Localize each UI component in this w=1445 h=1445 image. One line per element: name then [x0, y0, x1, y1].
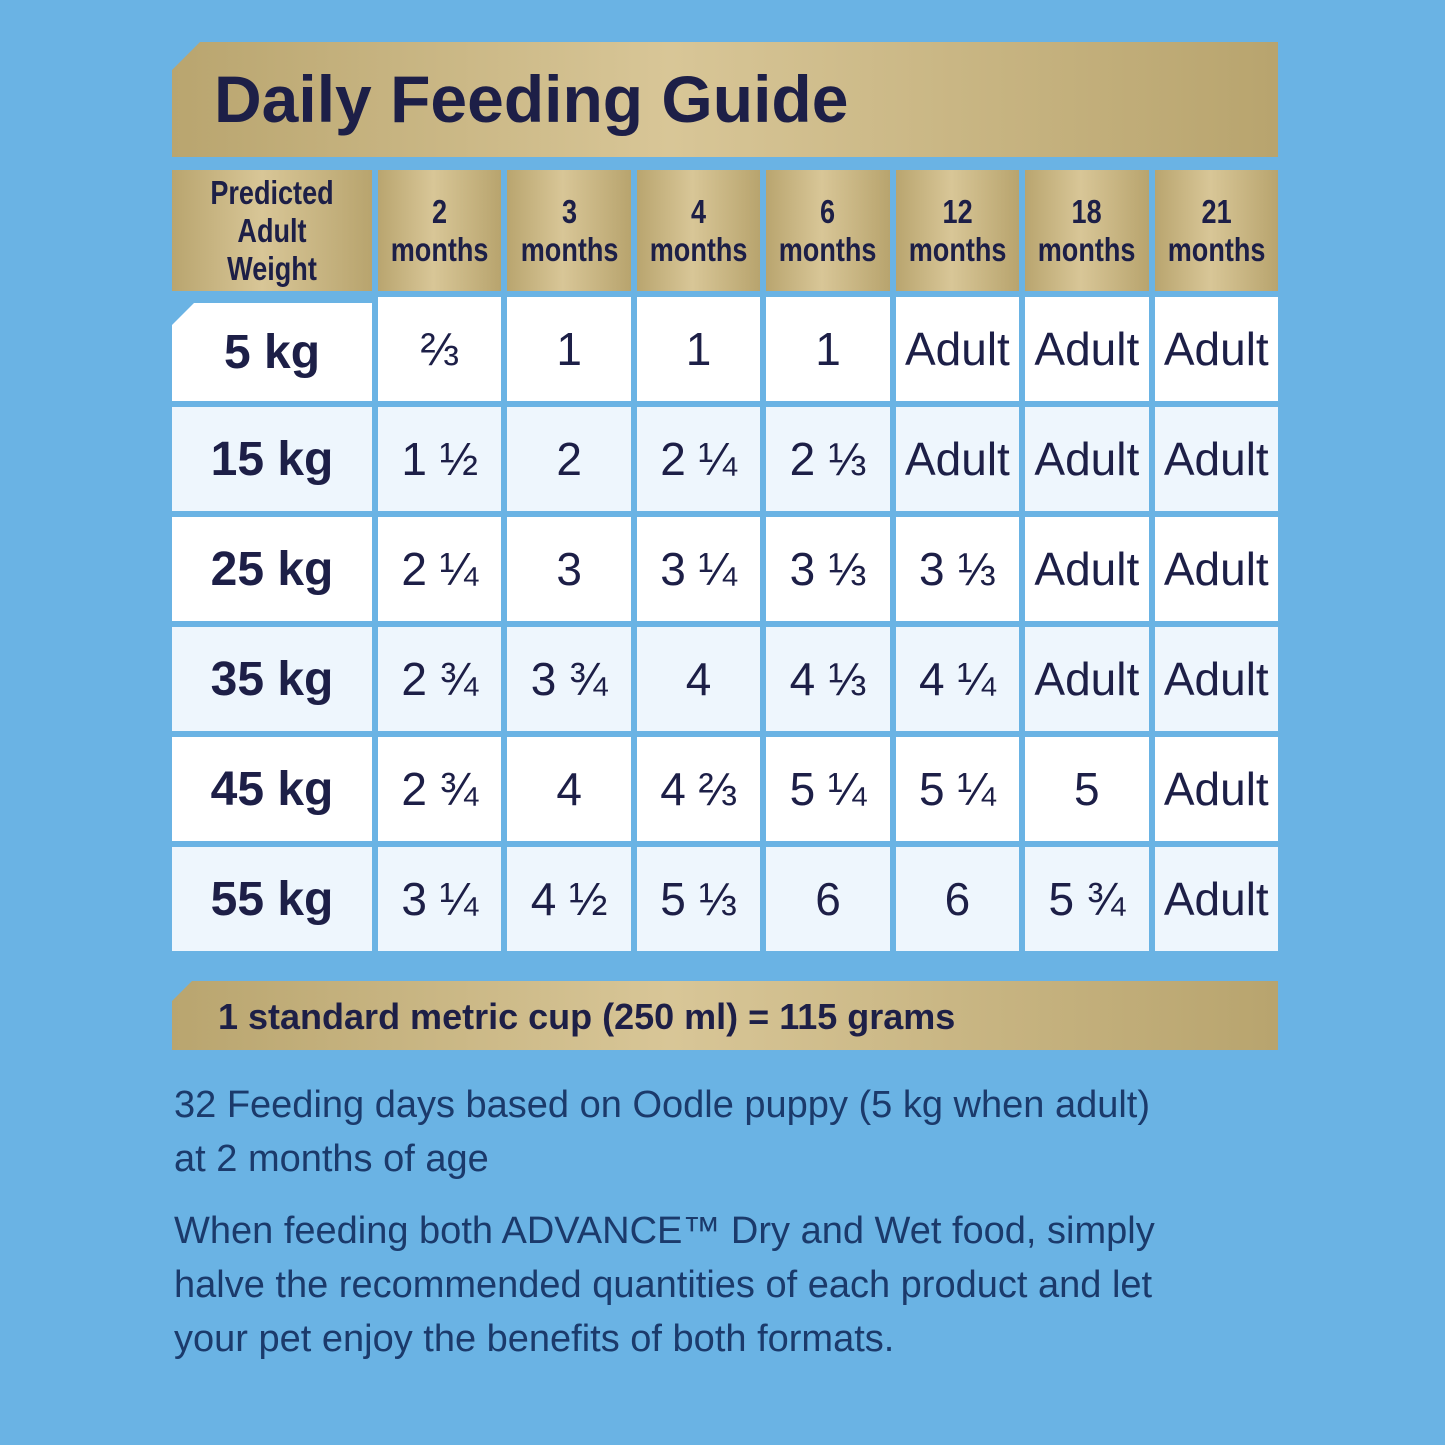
- header-line: months: [390, 230, 489, 268]
- header-line: months: [1167, 230, 1266, 268]
- amount-cell: 5 ¾: [1025, 847, 1149, 951]
- header-line: 4: [691, 192, 707, 230]
- amount-cell: 4: [636, 627, 761, 731]
- amount-cell: 2 ¾: [378, 737, 502, 841]
- feeding-table: Predicted Adult Weight 2 months 3 months 4 mont…: [172, 170, 1278, 951]
- amount-cell: 3 ⅓: [895, 517, 1020, 621]
- amount-cell: 2: [507, 407, 631, 511]
- title: Daily Feeding Guide: [172, 42, 1278, 157]
- header-cell: 2 months: [378, 170, 502, 291]
- amount-cell: 3 ¼: [636, 517, 761, 621]
- amount-cell: 3 ¼: [378, 847, 502, 951]
- amount-cell: 4 ½: [507, 847, 631, 951]
- header-line: 18: [1071, 192, 1102, 230]
- header-text: 12 months: [909, 193, 1007, 269]
- weight-cell: 5 kg: [172, 303, 372, 401]
- amount-cell: 2 ¼: [378, 517, 502, 621]
- amount-cell: 4: [507, 737, 631, 841]
- header-text: 6 months: [779, 193, 877, 269]
- amount-cell: Adult: [1025, 627, 1149, 731]
- amount-cell: 2 ¾: [378, 627, 502, 731]
- amount-cell: 3: [507, 517, 631, 621]
- weight-cell: 35 kg: [172, 627, 372, 731]
- header-line: 21: [1201, 192, 1232, 230]
- amount-cell: Adult: [1154, 847, 1278, 951]
- header-line: 3: [561, 192, 577, 230]
- header-cell: 6 months: [766, 170, 890, 291]
- header-text: 2 months: [391, 193, 489, 269]
- amount-cell: 4 ⅓: [766, 627, 890, 731]
- amount-cell: 3 ¾: [507, 627, 631, 731]
- amount-cell: Adult: [1154, 297, 1278, 401]
- header-cell: 4 months: [636, 170, 761, 291]
- header-line: Predicted: [210, 173, 334, 211]
- amount-cell: 4 ¼: [895, 627, 1020, 731]
- note: When feeding both ADVANCE™ Dry and Wet f…: [174, 1210, 1155, 1360]
- header-line: months: [779, 230, 877, 268]
- header-text: 18 months: [1038, 193, 1136, 269]
- header-text: 3 months: [520, 193, 618, 269]
- weight-cell: 15 kg: [172, 407, 372, 511]
- header-line: months: [520, 230, 618, 268]
- weight-cell: 25 kg: [172, 517, 372, 621]
- header-text: 4 months: [650, 193, 748, 269]
- weight-cell: 55 kg: [172, 847, 372, 951]
- amount-cell: Adult: [1154, 517, 1278, 621]
- amount-cell: 5 ⅓: [636, 847, 761, 951]
- amount-cell: Adult: [1154, 627, 1278, 731]
- amount-cell: 4 ⅔: [636, 737, 761, 841]
- amount-cell: 1: [766, 297, 890, 401]
- amount-cell: Adult: [1025, 407, 1149, 511]
- amount-cell: Adult: [1154, 737, 1278, 841]
- header-text: 21 months: [1167, 193, 1265, 269]
- header-line: months: [908, 230, 1007, 268]
- header-line: months: [1037, 230, 1136, 268]
- amount-cell: 6: [895, 847, 1020, 951]
- header-text: Predicted Adult Weight: [190, 174, 354, 288]
- header-cell: 3 months: [507, 170, 631, 291]
- amount-cell: 1: [507, 297, 631, 401]
- amount-cell: 6: [766, 847, 890, 951]
- header-line: Adult Weight: [227, 211, 317, 287]
- amount-cell: 2 ¼: [636, 407, 761, 511]
- note: 32 Feeding days based on Oodle puppy (5 …: [174, 1084, 1150, 1180]
- header-cell: 21 months: [1154, 170, 1278, 291]
- amount-cell: 5 ¼: [766, 737, 890, 841]
- amount-cell: 1 ½: [378, 407, 502, 511]
- amount-cell: 1: [636, 297, 761, 401]
- weight-cell: 45 kg: [172, 737, 372, 841]
- amount-cell: 5: [1025, 737, 1149, 841]
- header-cell: Predicted Adult Weight: [172, 170, 372, 291]
- amount-cell: 5 ¼: [895, 737, 1020, 841]
- header-line: 12: [942, 192, 973, 230]
- header-line: 6: [820, 192, 836, 230]
- header-cell: 18 months: [1025, 170, 1149, 291]
- amount-cell: ⅔: [378, 297, 502, 401]
- header-line: months: [649, 230, 748, 268]
- amount-cell: Adult: [1025, 297, 1149, 401]
- amount-cell: Adult: [1154, 407, 1278, 511]
- amount-cell: 3 ⅓: [766, 517, 890, 621]
- header-line: 2: [432, 192, 448, 230]
- amount-cell: Adult: [895, 297, 1020, 401]
- amount-cell: 2 ⅓: [766, 407, 890, 511]
- header-cell: 12 months: [895, 170, 1020, 291]
- footer-band: 1 standard metric cup (250 ml) = 115 gra…: [172, 981, 1278, 1050]
- amount-cell: Adult: [895, 407, 1020, 511]
- amount-cell: Adult: [1025, 517, 1149, 621]
